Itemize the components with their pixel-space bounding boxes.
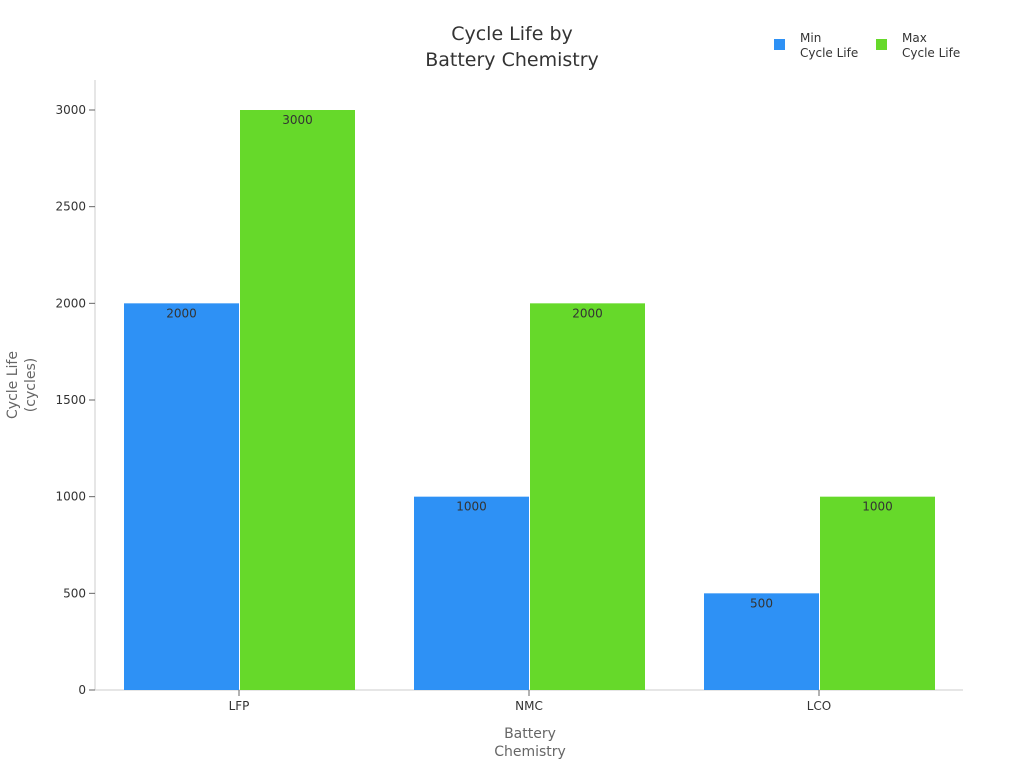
chart-title-line1: Cycle Life by: [451, 23, 573, 45]
x-axis-label-line1: Battery: [504, 726, 556, 742]
data-label: 500: [750, 596, 773, 610]
y-tick-label: 2000: [55, 296, 86, 310]
x-axis-label-line2: Chemistry: [494, 744, 566, 760]
legend-swatch-min: [774, 39, 785, 50]
legend: Min Cycle Life Max Cycle Life: [774, 31, 960, 60]
y-tick-label: 3000: [55, 103, 86, 117]
legend-swatch-max: [876, 39, 887, 50]
data-label: 1000: [862, 500, 893, 514]
data-label: 1000: [456, 500, 487, 514]
data-label: 3000: [282, 113, 313, 127]
y-tick-label: 500: [63, 586, 86, 600]
legend-label-max-line1: Max: [902, 31, 927, 45]
y-axis-label-line2: (cycles): [23, 358, 39, 412]
data-label: 2000: [166, 306, 197, 320]
x-tick-label: LFP: [229, 699, 250, 713]
chart-title-line2: Battery Chemistry: [425, 49, 599, 71]
y-tick-label: 2500: [55, 200, 86, 214]
bar-lco-min: [704, 593, 819, 690]
x-tick-label: LCO: [807, 699, 832, 713]
bar-nmc-min: [414, 496, 529, 690]
legend-label-max-line2: Cycle Life: [902, 46, 960, 60]
data-label: 2000: [572, 306, 603, 320]
y-tick-label: 1000: [55, 490, 86, 504]
x-tick-label: NMC: [515, 699, 543, 713]
bar-nmc-max: [530, 303, 645, 690]
bar-lfp-min: [124, 303, 239, 690]
y-tick-label: 1500: [55, 393, 86, 407]
bar-lfp-max: [240, 110, 355, 690]
y-axis-label-line1: Cycle Life: [5, 351, 21, 419]
legend-label-min-line1: Min: [800, 31, 821, 45]
bar-lco-max: [820, 496, 935, 690]
y-tick-label: 0: [78, 683, 86, 697]
legend-label-min-line2: Cycle Life: [800, 46, 858, 60]
